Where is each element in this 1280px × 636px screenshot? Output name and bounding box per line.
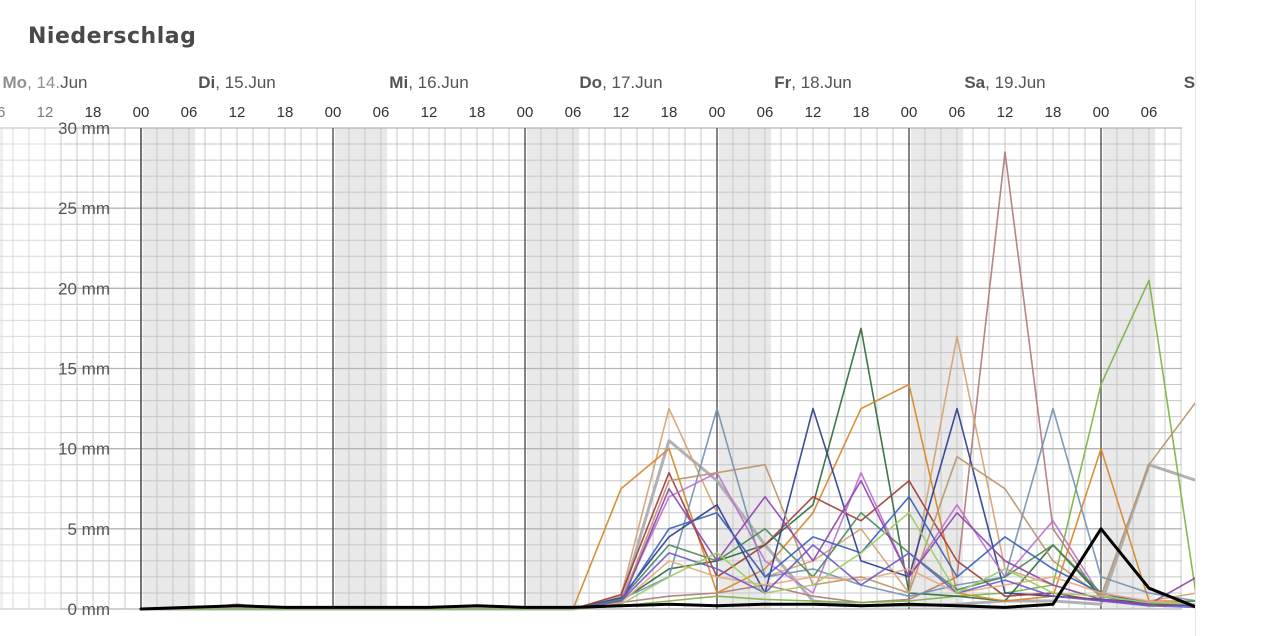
series-line-0 <box>139 527 1195 611</box>
hour-tick-label: 18 <box>85 104 102 121</box>
day-label-2: Mi, 16.Jun <box>389 73 468 92</box>
day-date: , 14.Jun <box>27 73 88 92</box>
hour-tick-label: 12 <box>613 104 630 121</box>
day-name: Mi <box>389 73 408 92</box>
day-date: , 15.Jun <box>215 73 276 92</box>
day-label-0: Mo, 14.Jun <box>2 73 87 92</box>
day-name: Sa <box>964 73 985 92</box>
hour-tick-label: 18 <box>1045 104 1062 121</box>
hour-tick-label: 18 <box>661 104 678 121</box>
day-date: , 17.Jun <box>602 73 663 92</box>
day-date: , 18.Jun <box>791 73 852 92</box>
hour-tick-label: 00 <box>133 104 150 121</box>
hour-tick-label: 06 <box>1141 104 1158 121</box>
day-name: Mo <box>2 73 27 92</box>
hour-tick-label: 12 <box>805 104 822 121</box>
day-label-6: So, <box>1184 73 1195 92</box>
day-name: Di <box>198 73 215 92</box>
hour-tick-label: 06 <box>373 104 390 121</box>
hour-tick-label: 12 <box>421 104 438 121</box>
hour-tick-label: 06 <box>565 104 582 121</box>
hour-tick-label: 06 <box>0 104 5 121</box>
hour-tick-label: 12 <box>37 104 54 121</box>
hour-tick-label: 06 <box>757 104 774 121</box>
y-tick-label: 30 mm <box>58 119 110 138</box>
left-fade-edge <box>0 60 60 610</box>
day-label-1: Di, 15.Jun <box>198 73 276 92</box>
y-tick-label: 20 mm <box>58 279 110 298</box>
y-axis-labels: 0 mm 5 mm 10 mm 15 mm 20 mm 25 mm 30 mm <box>58 119 110 619</box>
y-tick-label: 25 mm <box>58 199 110 218</box>
hour-tick-label: 12 <box>997 104 1014 121</box>
hour-tick-label: 00 <box>901 104 918 121</box>
precipitation-chart: Mo, 14.Jun 00 06 12 18 0 mm 5 mm 10 mm 15 mm 20 … <box>0 60 1195 619</box>
day-name: Do <box>579 73 602 92</box>
grid-lines <box>0 127 1182 610</box>
y-tick-label: 15 mm <box>58 360 110 379</box>
hour-tick-label: 18 <box>853 104 870 121</box>
hour-tick-label: 06 <box>949 104 966 121</box>
day-label-4: Fr, 18.Jun <box>774 73 852 92</box>
day-date: , 16.Jun <box>408 73 469 92</box>
hour-tick-label: 00 <box>325 104 342 121</box>
hour-tick-label: 06 <box>181 104 198 121</box>
left-fade-overlay <box>0 60 60 610</box>
hour-tick-label: 00 <box>517 104 534 121</box>
y-tick-label: 5 mm <box>68 520 111 539</box>
day-name: Fr <box>774 73 791 92</box>
day-name: So <box>1184 73 1195 92</box>
hour-tick-label: 18 <box>469 104 486 121</box>
hour-tick-label: 00 <box>1093 104 1110 121</box>
y-tick-label: 0 mm <box>68 600 111 619</box>
y-tick-label: 10 mm <box>58 440 110 459</box>
chart-panel: Niederschlag Mo, 14.Jun 00 06 12 18 0 mm 5 mm… <box>0 0 1196 636</box>
series-line-17 <box>140 511 1195 610</box>
chart-title: Niederschlag <box>28 24 197 49</box>
day-label-3: Do, 17.Jun <box>579 73 662 92</box>
hour-tick-label: 18 <box>277 104 294 121</box>
day-date: , 19.Jun <box>985 73 1046 92</box>
hour-tick-label: 12 <box>229 104 246 121</box>
hour-tick-label: 00 <box>709 104 726 121</box>
day-label-5: Sa, 19.Jun <box>964 73 1045 92</box>
series-lines <box>139 151 1195 611</box>
